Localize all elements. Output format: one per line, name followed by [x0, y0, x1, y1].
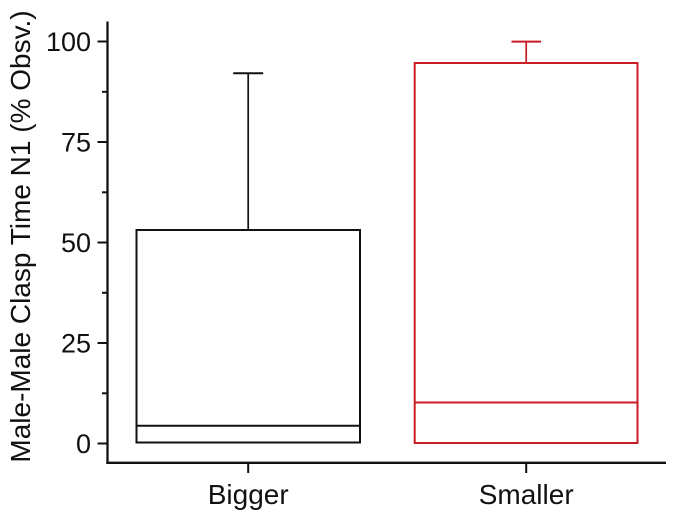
svg-text:50: 50 [61, 228, 91, 258]
svg-text:25: 25 [61, 329, 91, 359]
svg-text:75: 75 [61, 128, 91, 158]
svg-text:100: 100 [46, 27, 91, 57]
svg-text:Male-Male Clasp Time N1 (% Obs: Male-Male Clasp Time N1 (% Obsv.) [5, 10, 36, 462]
svg-text:Bigger: Bigger [208, 479, 289, 510]
svg-text:Smaller: Smaller [479, 479, 574, 510]
svg-text:0: 0 [76, 429, 91, 459]
